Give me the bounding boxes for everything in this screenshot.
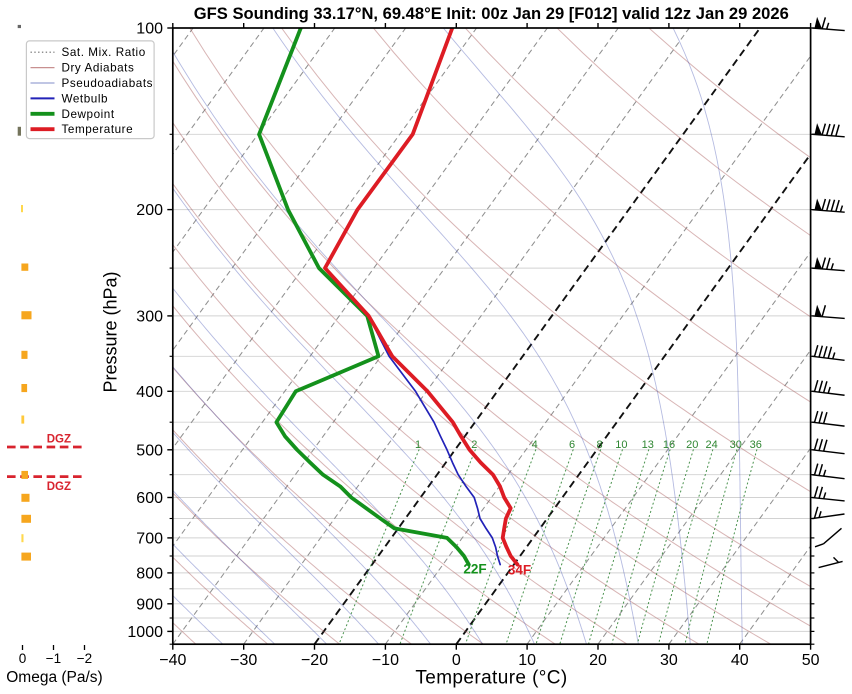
- svg-text:Dewpoint: Dewpoint: [62, 108, 115, 121]
- svg-text:0: 0: [19, 651, 27, 666]
- svg-text:Temperature (°C): Temperature (°C): [415, 668, 567, 689]
- svg-text:200: 200: [136, 202, 163, 219]
- svg-text:DGZ: DGZ: [47, 481, 71, 493]
- svg-text:8: 8: [597, 439, 603, 451]
- svg-text:−10: −10: [372, 652, 399, 669]
- svg-text:GFS Sounding 33.17°N, 69.48°E: GFS Sounding 33.17°N, 69.48°E Init: 00z …: [194, 4, 789, 23]
- svg-text:2: 2: [471, 439, 477, 451]
- svg-text:6: 6: [569, 439, 575, 451]
- svg-text:22F: 22F: [463, 562, 486, 577]
- svg-text:Omega (Pa/s): Omega (Pa/s): [6, 669, 102, 686]
- svg-text:400: 400: [136, 384, 163, 401]
- svg-text:900: 900: [136, 596, 163, 613]
- svg-text:Temperature: Temperature: [62, 123, 134, 136]
- svg-text:300: 300: [136, 308, 163, 325]
- svg-text:34F: 34F: [508, 563, 531, 578]
- svg-text:4: 4: [532, 439, 538, 451]
- svg-text:Pseudoadiabats: Pseudoadiabats: [62, 77, 154, 90]
- svg-text:700: 700: [136, 530, 163, 547]
- svg-text:Pressure (hPa): Pressure (hPa): [101, 271, 121, 392]
- svg-text:0: 0: [452, 652, 461, 669]
- svg-text:13: 13: [642, 439, 654, 451]
- svg-text:−30: −30: [230, 652, 257, 669]
- svg-text:36: 36: [750, 439, 762, 451]
- svg-text:10: 10: [518, 652, 536, 669]
- svg-text:24: 24: [706, 439, 718, 451]
- svg-text:30: 30: [730, 439, 742, 451]
- svg-text:−1: −1: [46, 651, 61, 666]
- svg-text:−20: −20: [301, 652, 328, 669]
- svg-text:Wetbulb: Wetbulb: [62, 92, 109, 105]
- svg-text:1: 1: [415, 439, 421, 451]
- svg-text:10: 10: [615, 439, 627, 451]
- svg-text:DGZ: DGZ: [47, 433, 71, 445]
- svg-text:20: 20: [589, 652, 607, 669]
- svg-text:600: 600: [136, 490, 163, 507]
- svg-text:1000: 1000: [127, 624, 163, 641]
- svg-text:500: 500: [136, 442, 163, 459]
- svg-text:800: 800: [136, 565, 163, 582]
- svg-text:100: 100: [136, 21, 163, 38]
- svg-text:−2: −2: [77, 651, 92, 666]
- svg-text:40: 40: [731, 652, 749, 669]
- svg-text:Dry Adiabats: Dry Adiabats: [62, 62, 135, 75]
- svg-text:20: 20: [686, 439, 698, 451]
- svg-text:50: 50: [802, 652, 820, 669]
- svg-text:−40: −40: [159, 652, 186, 669]
- svg-text:16: 16: [663, 439, 675, 451]
- svg-text:30: 30: [660, 652, 678, 669]
- svg-text:Sat. Mix. Ratio: Sat. Mix. Ratio: [62, 46, 146, 59]
